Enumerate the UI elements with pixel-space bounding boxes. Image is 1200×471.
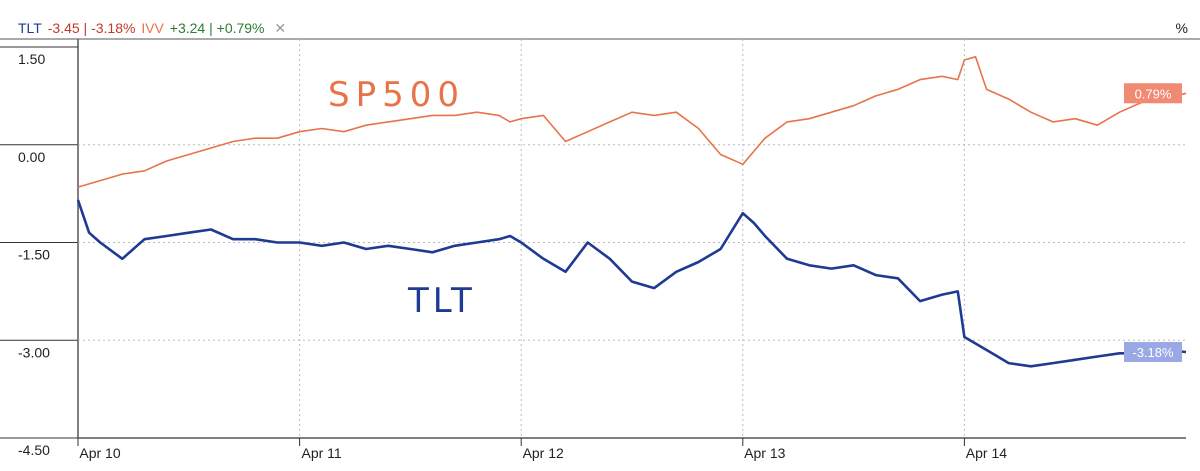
end-label-text: 0.79% <box>1135 86 1172 101</box>
series-end-labels: 0.79% -3.18% <box>1124 83 1182 362</box>
chart-legend: TLT -3.45 | -3.18% IVV +3.24 | +0.79% ✕ <box>18 20 288 37</box>
x-tick-label: Apr 10 <box>79 445 120 461</box>
x-tick-label: Apr 13 <box>744 445 785 461</box>
legend-tlt-symbol[interactable]: TLT <box>18 20 42 36</box>
x-tick-label: Apr 14 <box>966 445 1007 461</box>
y-tick-label: -1.50 <box>18 247 50 263</box>
y-tick-label: -3.00 <box>18 344 50 360</box>
y-tick-label: 1.50 <box>18 51 45 67</box>
unit-label: % <box>1175 20 1188 36</box>
y-tick-label: 0.00 <box>18 149 45 165</box>
grid-lines <box>0 38 1200 439</box>
end-label-tlt: -3.18% <box>1124 341 1182 362</box>
close-icon[interactable]: ✕ <box>274 20 287 36</box>
y-axis-ticks: 1.50 0.00 -1.50 -3.00 -4.50 <box>0 46 78 458</box>
series-line-tlt[interactable] <box>76 199 1187 368</box>
legend-ivv-symbol[interactable]: IVV <box>141 20 164 36</box>
x-tick-label: Apr 12 <box>523 445 564 461</box>
annotation-sp500: SP500 <box>328 75 465 115</box>
end-label-ivv: 0.79% <box>1124 83 1182 104</box>
end-label-bg <box>1124 341 1182 362</box>
legend-ivv-change: +3.24 | +0.79% <box>169 20 265 36</box>
series-line-ivv[interactable] <box>77 55 1187 188</box>
end-label-text: -3.18% <box>1132 345 1174 360</box>
x-tick-label: Apr 11 <box>301 445 341 461</box>
x-axis-ticks: Apr 10 Apr 11 Apr 12 Apr 13 Apr 14 <box>77 438 1007 461</box>
series-lines <box>76 55 1187 368</box>
legend-tlt-change: -3.45 | -3.18% <box>47 20 136 36</box>
end-label-bg <box>1124 83 1182 104</box>
annotation-tlt: TLT <box>407 281 476 321</box>
y-tick-label: -4.50 <box>18 442 50 458</box>
